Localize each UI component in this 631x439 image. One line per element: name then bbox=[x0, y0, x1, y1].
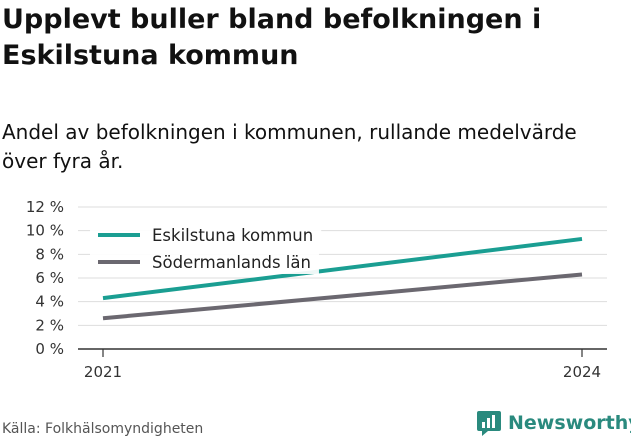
series-lines bbox=[102, 236, 583, 321]
chart-title: Upplevt buller bland befolkningen i Eski… bbox=[2, 4, 542, 71]
newsworthy-logo-icon bbox=[477, 411, 501, 436]
y-tick-label: 8 % bbox=[35, 245, 64, 263]
x-tick-label: 2024 bbox=[563, 363, 601, 381]
legend-label: Eskilstuna kommun bbox=[152, 226, 313, 245]
series-line-1 bbox=[102, 272, 583, 321]
y-tick-label: 4 % bbox=[35, 293, 64, 311]
y-tick-label: 12 % bbox=[26, 198, 64, 216]
x-axis: 2021 2024 bbox=[78, 348, 607, 381]
x-tick-label: 2021 bbox=[84, 363, 122, 381]
y-tick-label: 10 % bbox=[26, 222, 64, 240]
y-tick-label: 0 % bbox=[35, 340, 64, 358]
chart-subtitle: Andel av befolkningen i kommunen, rullan… bbox=[2, 120, 577, 173]
brand-name: Newsworthy bbox=[508, 412, 631, 434]
line-chart: 0 % 2 % 4 % 6 % 8 % 10 % 12 % 2021 2024 Eskilst… bbox=[26, 198, 607, 381]
legend-label: Södermanlands län bbox=[152, 253, 311, 272]
series-line-0 bbox=[102, 236, 583, 301]
legend: Eskilstuna kommun Södermanlands län bbox=[90, 223, 322, 274]
y-axis-ticks: 0 % 2 % 4 % 6 % 8 % 10 % 12 % bbox=[26, 198, 64, 358]
source-note: Källa: Folkhälsomyndigheten bbox=[2, 421, 204, 437]
y-tick-label: 2 % bbox=[35, 316, 64, 334]
y-tick-label: 6 % bbox=[35, 269, 64, 287]
brand-logo: Newsworthy bbox=[476, 408, 631, 438]
